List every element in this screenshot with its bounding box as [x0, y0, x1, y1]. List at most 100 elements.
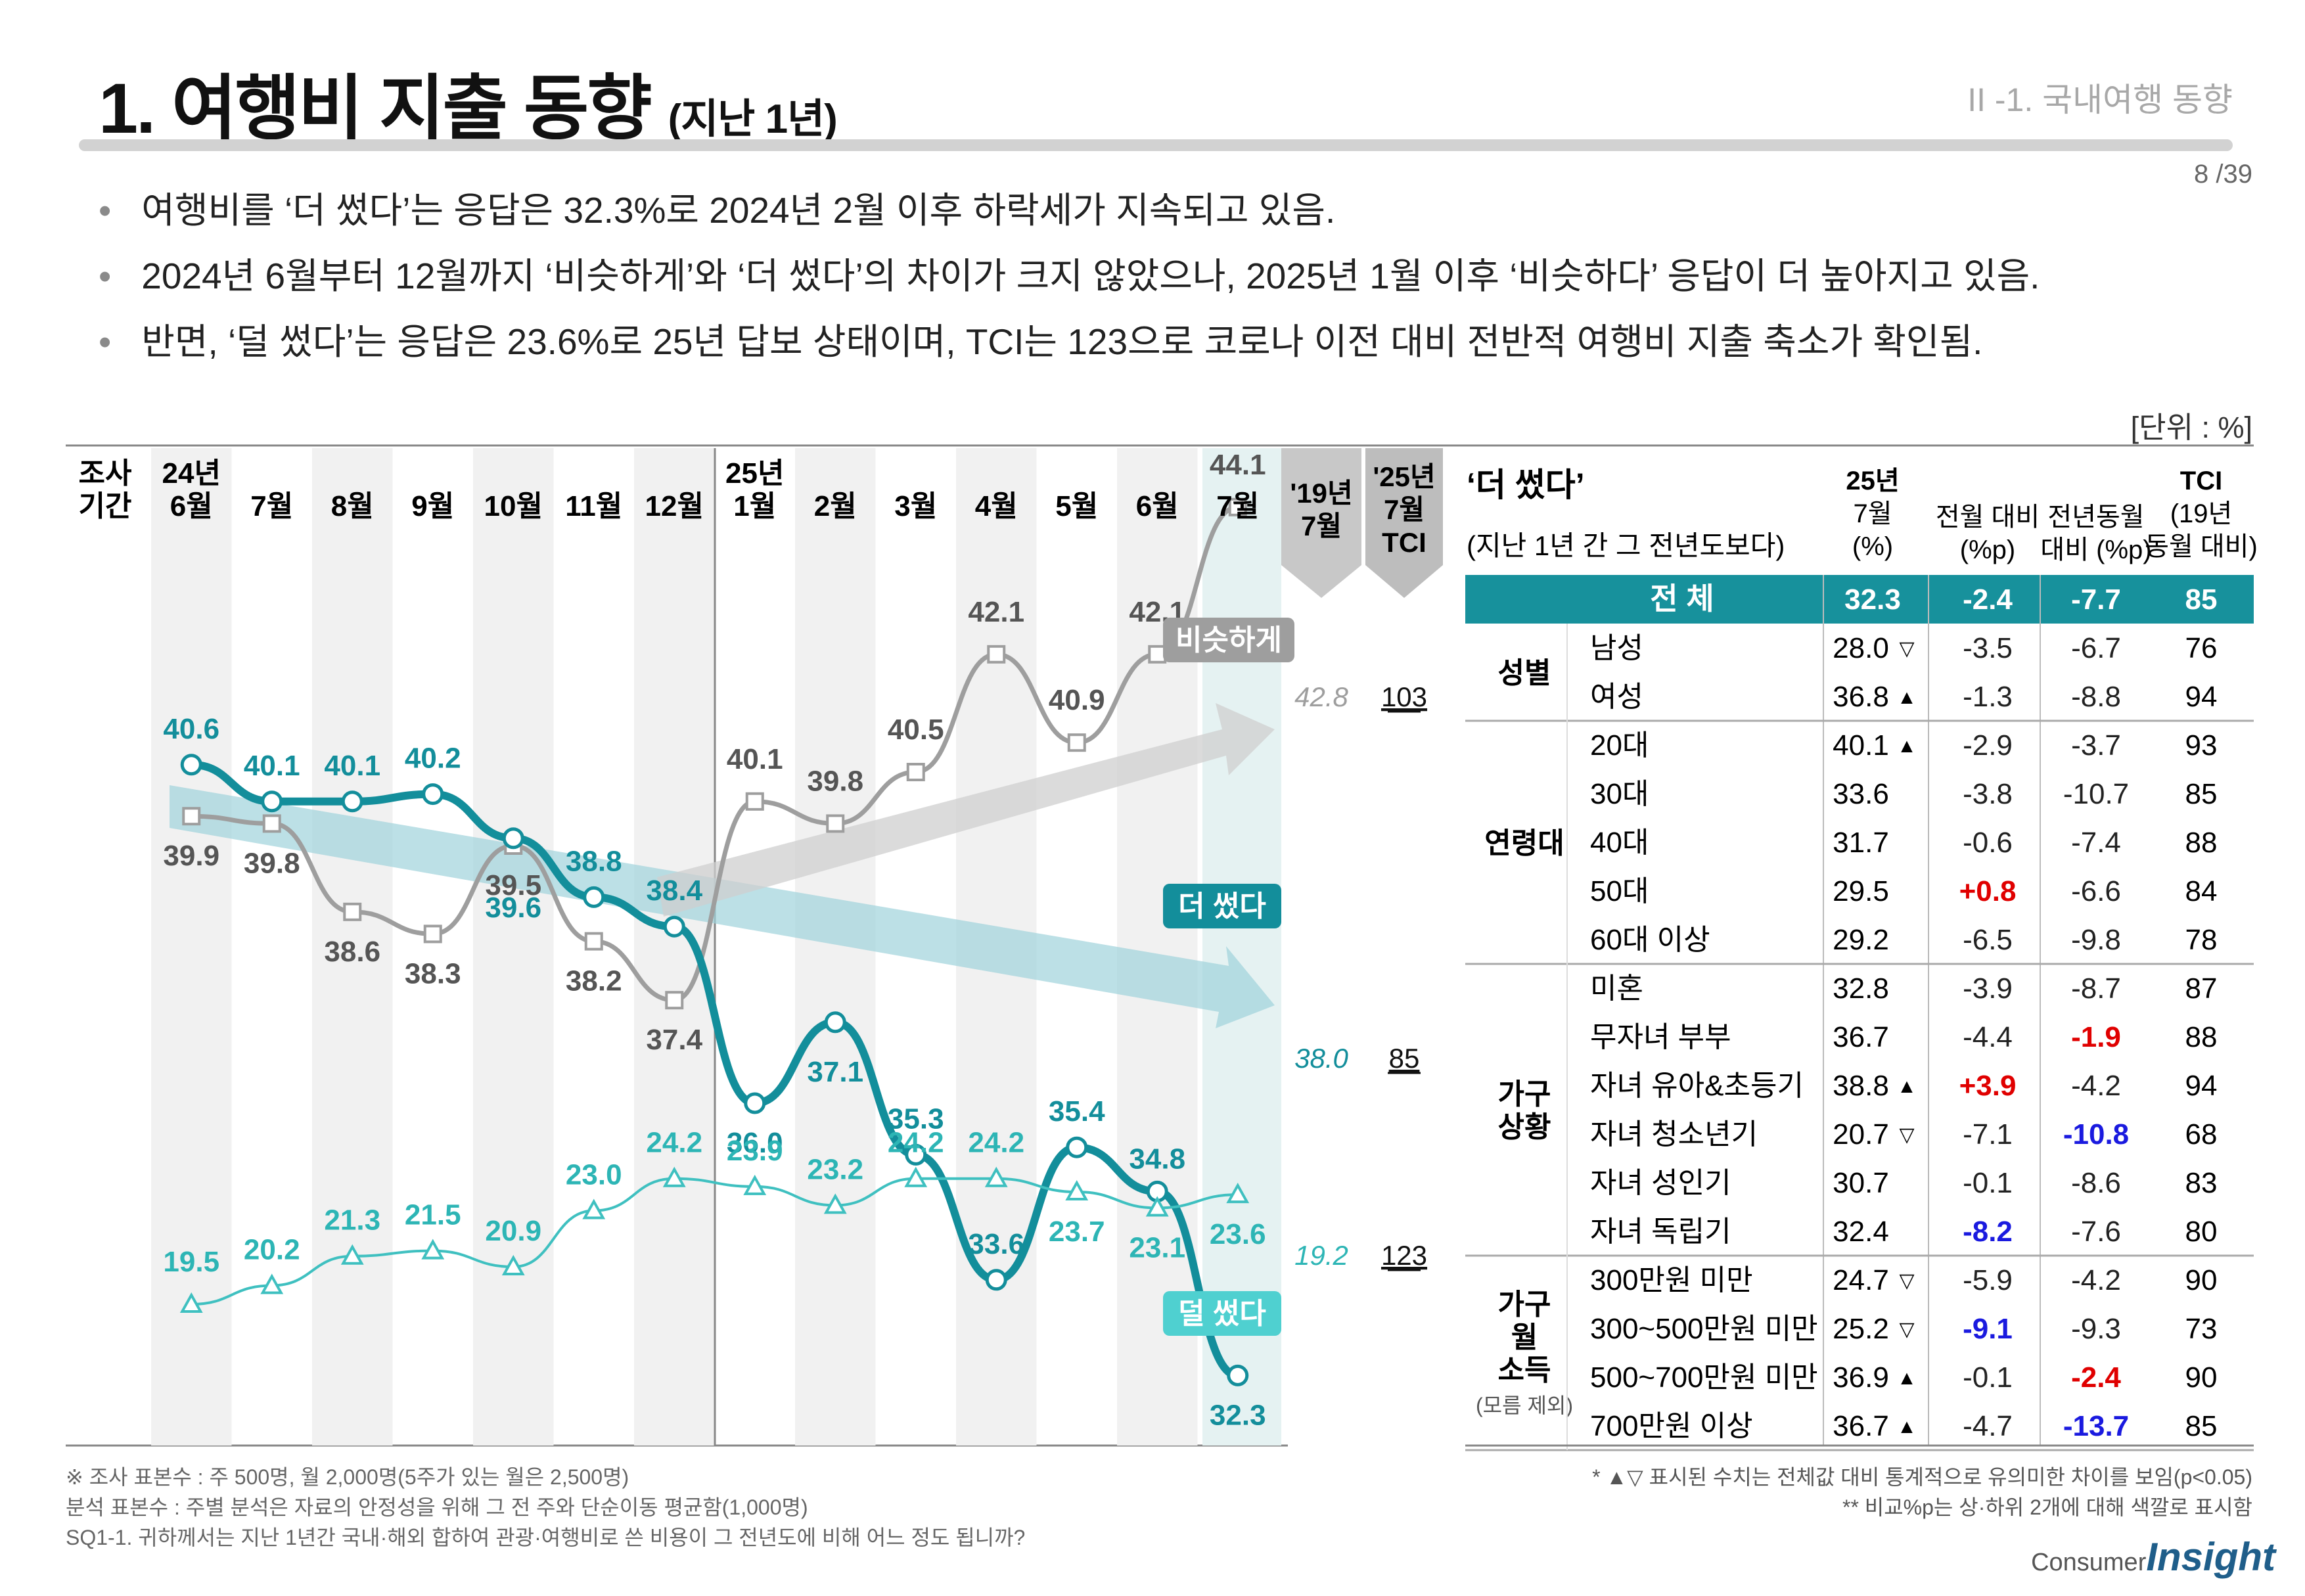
row-tci: 84: [2185, 875, 2218, 907]
table-header: 대비 (%p): [2040, 536, 2151, 564]
table-header: (%p): [1960, 536, 2015, 564]
table-header: 동월 대비): [2145, 532, 2258, 561]
column-band: [634, 448, 715, 1446]
row-yoy: -8.8: [2071, 681, 2121, 713]
significance-mark: ▲: [1897, 687, 1917, 708]
data-point: [340, 1244, 364, 1265]
significance-mark: ▽: [1899, 1124, 1914, 1146]
row-value: 36.9: [1833, 1361, 1889, 1394]
row-yoy: -6.6: [2071, 875, 2121, 907]
tick-label: 5월: [1055, 490, 1098, 522]
row-label: 30대: [1590, 778, 1649, 810]
column-band: [1117, 448, 1198, 1446]
tci-header: TCI: [1382, 527, 1426, 558]
column-band: [151, 448, 232, 1446]
tci-header: 7월: [1384, 494, 1425, 525]
row-yoy: -8.7: [2071, 972, 2121, 1005]
significance-mark: ▽: [1899, 1319, 1914, 1340]
row-tci: 90: [2185, 1264, 2218, 1296]
legend-tag-label: 더 썼다: [1178, 890, 1266, 923]
total-value: 85: [2185, 583, 2218, 616]
data-point: [984, 1166, 1008, 1187]
column-band: [312, 448, 393, 1446]
row-tci: 78: [2185, 924, 2218, 956]
data-label: 20.2: [244, 1234, 300, 1266]
data-label: 40.6: [163, 713, 219, 745]
row-value: 29.5: [1833, 875, 1889, 907]
row-label: 미혼: [1590, 972, 1643, 1005]
footnote-analysis: 분석 표본수 : 주별 분석은 자료의 안정성을 위해 그 전 주와 단순이동 …: [66, 1495, 808, 1519]
data-point: [179, 1292, 203, 1313]
data-label: 40.1: [727, 743, 783, 775]
row-tci: 90: [2185, 1361, 2218, 1394]
data-point: [1227, 1364, 1249, 1386]
tick-label: 24년: [162, 457, 221, 490]
row-label: 500~700만원 미만: [1590, 1361, 1818, 1394]
data-label: 37.4: [646, 1024, 702, 1056]
data-point: [583, 886, 605, 908]
group-label: 상황: [1498, 1111, 1551, 1143]
row-label: 50대: [1590, 875, 1649, 907]
tick-label: 8월: [331, 490, 374, 522]
legend-tag: [1163, 618, 1294, 662]
data-point: [180, 754, 202, 776]
tick-label: 2월: [814, 490, 857, 522]
data-label: 21.5: [405, 1199, 461, 1231]
row-mom: -3.8: [1963, 778, 2013, 810]
row-yoy: -1.9: [2071, 1021, 2121, 1053]
data-label: 23.0: [566, 1159, 622, 1191]
title-suffix: (지난 1년): [668, 97, 838, 142]
legend-tag: [1163, 884, 1281, 928]
row-mom: -2.9: [1963, 729, 2013, 762]
row-value: 36.7: [1833, 1410, 1889, 1442]
column-band: [473, 448, 554, 1446]
data-point: [1065, 1179, 1089, 1201]
total-value: 32.3: [1844, 583, 1901, 616]
column-band-current: [1202, 448, 1281, 1446]
total-value: -7.7: [2071, 583, 2121, 616]
row-tci: 68: [2185, 1118, 2218, 1151]
bullet-item: 2024년 6월부터 12월까지 ‘비슷하게’와 ‘더 썼다’의 차이가 크지 …: [99, 243, 2040, 309]
row-label: 300만원 미만: [1590, 1264, 1753, 1296]
logo-big: Insight: [2146, 1535, 2275, 1579]
row-label: 60대 이상: [1590, 924, 1710, 956]
tick-label: 12월: [645, 490, 704, 522]
table-header: 전년동월: [2047, 503, 2144, 532]
tick-label: 6월: [170, 490, 213, 522]
row-label: 자녀 성인기: [1590, 1167, 1731, 1199]
group-label: 소득: [1498, 1354, 1551, 1386]
row-tci: 94: [2185, 681, 2218, 713]
data-point: [1066, 1136, 1088, 1158]
total-value: -2.4: [1963, 583, 2013, 616]
data-label: 32.3: [1210, 1399, 1266, 1431]
data-point: [1228, 497, 1247, 516]
row-mom: -3.5: [1963, 632, 2013, 664]
data-label: 33.6: [968, 1228, 1024, 1260]
row-tci: 93: [2185, 729, 2218, 762]
bullet-item: 여행비를 ‘더 썼다’는 응답은 32.3%로 2024년 2월 이후 하락세가…: [99, 177, 2040, 243]
row-label: 남성: [1590, 632, 1643, 664]
row-mom: -0.1: [1963, 1361, 2013, 1394]
data-label: 34.8: [1129, 1143, 1185, 1175]
data-point: [744, 1092, 766, 1114]
data-point: [824, 1011, 846, 1034]
data-label: 40.1: [244, 750, 300, 782]
row-value: 32.8: [1833, 972, 1889, 1005]
data-point: [665, 991, 684, 1010]
data-point: [904, 1166, 928, 1187]
group-label: 가구: [1498, 1078, 1551, 1110]
row-tci: 83: [2185, 1167, 2218, 1199]
data-label: 20.9: [485, 1215, 541, 1247]
row-label: 700만원 이상: [1590, 1410, 1753, 1442]
row-value: 33.6: [1833, 778, 1889, 810]
data-label: 19.5: [163, 1246, 219, 1278]
row-yoy: -10.8: [2063, 1118, 2129, 1151]
data-label: 38.3: [405, 957, 461, 990]
data-label: 24.2: [646, 1127, 702, 1159]
data-label: 40.2: [405, 742, 461, 775]
row-mom: -0.6: [1963, 827, 2013, 859]
tick-label: 11월: [565, 490, 622, 522]
tick-label: 7월: [1216, 490, 1259, 522]
row-tci: 76: [2185, 632, 2218, 664]
